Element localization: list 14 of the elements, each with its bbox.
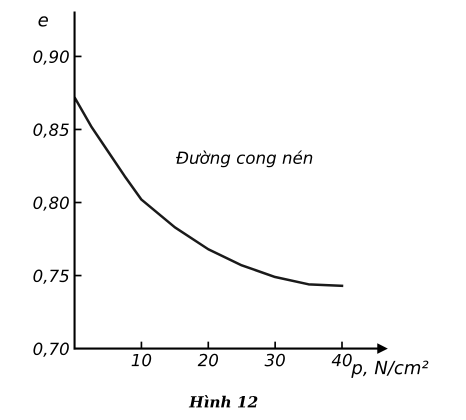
text: Hình 12 (188, 395, 258, 408)
y-tick-label: 0,75 (33, 270, 69, 284)
x-tick-label: 10 (132, 354, 152, 366)
x-tick-label: 40 (332, 354, 352, 366)
line-series (74, 96, 344, 288)
x-axis-title: p, N/cm² (351, 360, 428, 378)
x-tick-label: 20 (198, 354, 218, 366)
annotation: Đường cong nén (176, 150, 312, 168)
x-tick-label: 30 (264, 354, 285, 366)
y-tick-label: 0,80 (33, 196, 69, 211)
y-tick-label: 0,90 (33, 50, 69, 65)
y-tick-label: 0,70 (33, 342, 69, 357)
y-axis-title: e (38, 16, 48, 27)
y-tick-label: 0,85 (33, 123, 69, 138)
